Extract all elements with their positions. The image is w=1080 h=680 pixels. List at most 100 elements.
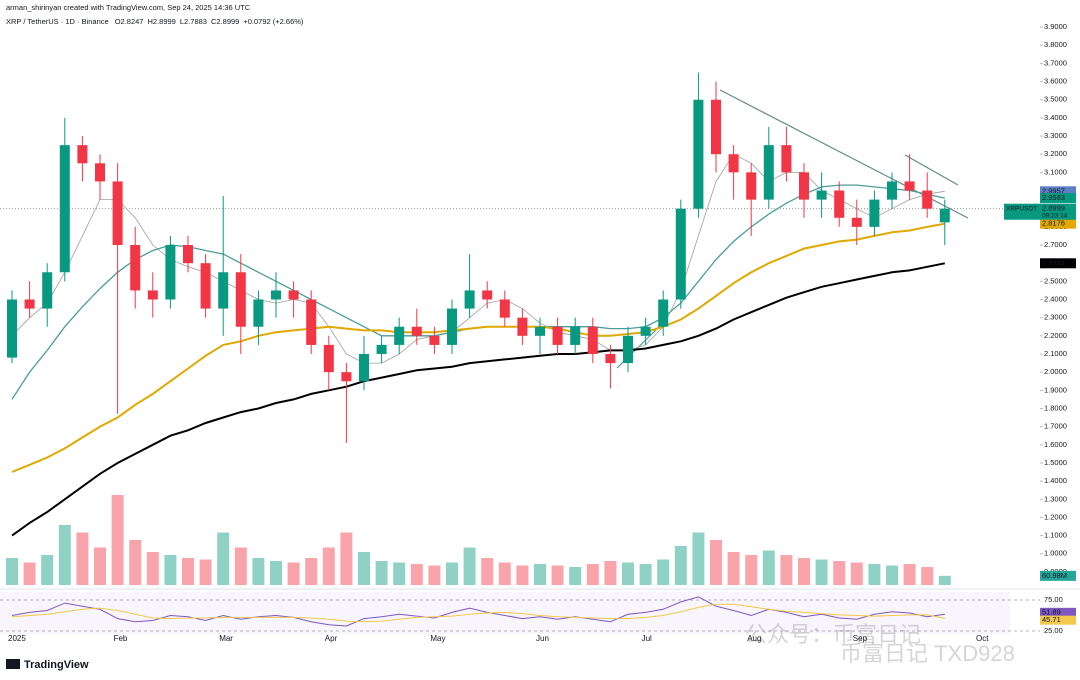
volume-bar xyxy=(745,555,758,585)
candle-body xyxy=(24,299,35,309)
candle-body xyxy=(253,299,264,327)
volume-bar xyxy=(639,564,652,585)
candle-body xyxy=(746,172,757,200)
candle-body xyxy=(77,145,88,164)
volume-bar xyxy=(622,562,634,585)
y-tick-label: 2.7000 xyxy=(1044,240,1067,249)
rsi-band xyxy=(0,592,1010,634)
volume-bar xyxy=(481,558,494,585)
candle-body xyxy=(535,326,545,336)
volume-bar xyxy=(234,547,247,585)
ohlc-key: C xyxy=(211,17,217,26)
y-tick-label: 1.3000 xyxy=(1044,494,1067,503)
y-tick-label: 1.5000 xyxy=(1044,458,1067,467)
candle-body xyxy=(869,199,880,227)
y-tick-label: 2.1000 xyxy=(1044,349,1067,358)
volume-bar xyxy=(358,552,370,585)
y-tick-label: 1.9000 xyxy=(1044,385,1067,394)
candle-body xyxy=(693,99,704,209)
volume-bar xyxy=(798,558,810,585)
volume-bar xyxy=(6,558,18,585)
volume-bar xyxy=(322,547,335,585)
last-price-timer: 09:23:14 xyxy=(1042,212,1068,219)
ohlc-value: 2.8247 xyxy=(121,17,144,26)
candle-body xyxy=(183,245,193,264)
volume-bar xyxy=(252,558,265,585)
ohlc-key: O xyxy=(115,17,121,26)
volume-bar xyxy=(833,561,846,585)
price-tag-label: 2.5994 xyxy=(1042,258,1065,267)
y-tick-label: 3.7000 xyxy=(1044,58,1067,67)
y-tick-label: 2.2000 xyxy=(1044,331,1067,340)
x-tick-label: Mar xyxy=(219,634,233,643)
candle-body xyxy=(359,353,369,382)
author-line: arman_shirinyan created with TradingView… xyxy=(6,3,251,12)
ohlc-key: H xyxy=(147,17,152,26)
candle-body xyxy=(95,163,105,182)
change: +0.0792 (+2.66%) xyxy=(243,17,304,26)
candle-body xyxy=(763,145,774,200)
moving-average xyxy=(11,222,945,473)
x-tick-label: 2025 xyxy=(8,634,26,643)
y-tick-label: 3.3000 xyxy=(1044,131,1067,140)
price-tag-label: 2.9583 xyxy=(1042,193,1065,202)
y-tick-label: 2.3000 xyxy=(1044,313,1067,322)
volume-bar xyxy=(270,561,282,585)
volume-bar xyxy=(375,561,388,585)
price-tag-label: 2.8176 xyxy=(1042,219,1065,228)
volume-bar xyxy=(428,565,441,585)
x-tick-label: Sep xyxy=(853,634,868,643)
candle-body xyxy=(447,308,457,345)
watermark: 公众号：币富日记 xyxy=(745,622,921,647)
y-tick-label: 1.8000 xyxy=(1044,403,1067,412)
candle-body xyxy=(939,208,950,223)
candle-body xyxy=(411,326,422,336)
candle-body xyxy=(59,145,70,273)
volume-bar xyxy=(463,547,476,585)
candle-body xyxy=(623,335,633,364)
rsi-tick-label: 25.00 xyxy=(1044,626,1063,635)
logo-icon xyxy=(6,659,20,669)
volume-bar xyxy=(164,555,177,585)
candle-body xyxy=(482,290,493,300)
candle-body xyxy=(799,172,809,200)
price-tag xyxy=(1040,258,1076,269)
price-tag-label: 2.9957 xyxy=(1042,186,1065,195)
ohlc-key: L xyxy=(180,17,184,26)
volume-bar xyxy=(534,564,546,585)
candle-body xyxy=(587,326,598,354)
last-price-tag xyxy=(1004,203,1076,220)
volume-bar xyxy=(305,558,318,585)
x-tick-label: Apr xyxy=(325,634,338,643)
last-price-value: 2.8999 xyxy=(1042,204,1065,213)
x-tick-label: Jul xyxy=(642,634,652,643)
volume-bar xyxy=(393,562,406,585)
symbol: XRP / TetherUS · 1D · Binance xyxy=(6,17,109,26)
candle-body xyxy=(429,335,440,345)
candle-body xyxy=(112,181,123,246)
price-tag xyxy=(1040,193,1076,204)
candle-body xyxy=(816,190,827,200)
volume-bar xyxy=(516,565,529,585)
volume-bar xyxy=(199,559,212,585)
candle-body xyxy=(218,272,229,309)
y-tick-label: 1.1000 xyxy=(1044,531,1067,540)
candle-body xyxy=(42,272,53,309)
rsi-ma-line xyxy=(11,603,945,623)
last-price-name: XRPUSDT xyxy=(1006,205,1037,212)
candle-body xyxy=(394,326,405,345)
x-tick-label: May xyxy=(430,634,445,643)
volume-tag-label: 60.98M xyxy=(1042,571,1067,580)
header: arman_shirinyan created with TradingView… xyxy=(6,3,251,26)
candle-body xyxy=(323,344,334,373)
candle-body xyxy=(570,326,581,345)
volume-bar xyxy=(674,546,687,585)
rsi-tag xyxy=(1040,607,1076,617)
x-tick-label: Aug xyxy=(747,634,761,643)
rsi-tick-label: 75.00 xyxy=(1044,595,1063,604)
volume-bar xyxy=(815,559,828,585)
volume-bar xyxy=(762,550,775,585)
candle-body xyxy=(235,272,246,327)
candle-body xyxy=(517,317,528,336)
candle-body xyxy=(711,99,721,155)
